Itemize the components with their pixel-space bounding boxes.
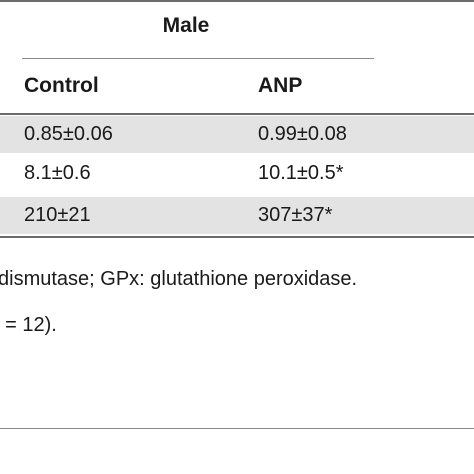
row-separator — [0, 153, 474, 154]
table-bottom-border — [0, 236, 474, 238]
table-row: 8.1±0.6 10.1±0.5* — [0, 155, 474, 192]
column-header-anp: ANP — [258, 74, 303, 97]
cell-control: 210±21 — [24, 204, 91, 226]
footnote-line-1: dismutase; GPx: glutathione peroxidase. — [0, 268, 358, 290]
footnote-line-2: ı = 12). — [0, 314, 57, 336]
cell-control: 0.85±0.06 — [24, 123, 113, 145]
row-separator — [0, 195, 474, 196]
column-header-control: Control — [24, 74, 99, 97]
table-row: 210±21 307±37* — [0, 197, 474, 234]
cell-anp: 0.99±0.08 — [258, 123, 347, 145]
header-bottom-border — [0, 113, 474, 115]
group-header-underline — [22, 58, 374, 59]
page-bottom-rule — [0, 428, 474, 429]
cell-control: 8.1±0.6 — [24, 162, 91, 184]
cell-anp: 10.1±0.5* — [258, 162, 344, 184]
group-header-male: Male — [162, 14, 210, 37]
table-top-border — [0, 0, 474, 2]
cell-anp: 307±37* — [258, 204, 333, 226]
table-row: 0.85±0.06 0.99±0.08 — [0, 116, 474, 153]
